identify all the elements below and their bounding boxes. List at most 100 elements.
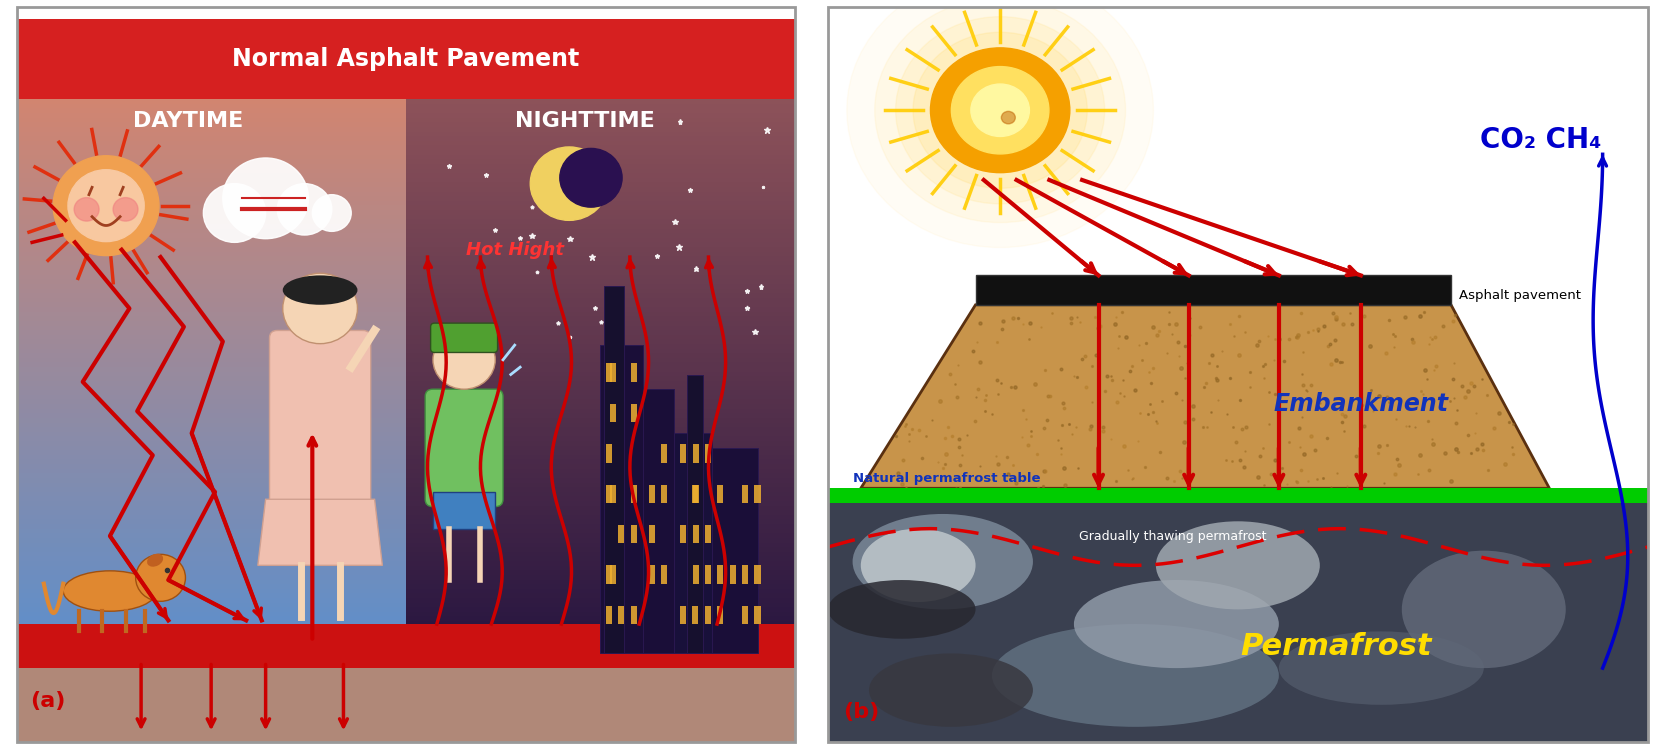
Text: Hot Hight: Hot Hight (465, 240, 563, 258)
Bar (405, 117, 794, 122)
Ellipse shape (147, 554, 164, 567)
Circle shape (313, 195, 351, 231)
Bar (17, 228, 405, 233)
Bar (17, 140, 405, 145)
Bar (17, 588, 405, 593)
Bar (405, 408, 794, 413)
Bar (405, 145, 794, 150)
Bar (405, 491, 794, 497)
Bar (17, 556, 405, 561)
Bar (604, 286, 624, 653)
Bar (405, 214, 794, 219)
Bar (405, 292, 794, 298)
Bar (17, 436, 405, 441)
Ellipse shape (1155, 521, 1319, 610)
Bar (17, 611, 405, 616)
Circle shape (74, 198, 99, 221)
Bar (17, 288, 405, 293)
Text: (a): (a) (30, 691, 65, 711)
Bar (17, 643, 405, 649)
Bar (755, 606, 760, 624)
Bar (660, 565, 667, 583)
Bar (405, 505, 794, 510)
Bar (405, 524, 794, 529)
Bar (17, 486, 405, 492)
Ellipse shape (283, 276, 357, 305)
Bar (405, 542, 794, 548)
Bar (405, 426, 794, 431)
Bar (17, 625, 405, 631)
Bar (717, 485, 723, 503)
Bar (405, 302, 794, 307)
Bar (741, 565, 748, 583)
Circle shape (53, 156, 159, 255)
Ellipse shape (861, 529, 975, 602)
Circle shape (136, 554, 185, 601)
Bar (17, 491, 405, 497)
Bar (17, 320, 405, 326)
Bar (17, 403, 405, 409)
Circle shape (113, 198, 137, 221)
Circle shape (559, 148, 622, 207)
Bar (405, 334, 794, 339)
Bar (17, 172, 405, 178)
Bar (17, 177, 405, 182)
Bar (17, 283, 405, 288)
Bar (405, 357, 794, 363)
Bar (405, 583, 794, 589)
Bar (642, 389, 674, 653)
Bar (692, 565, 698, 583)
Bar (405, 449, 794, 455)
Bar (17, 449, 405, 455)
Bar (405, 251, 794, 256)
Bar (17, 413, 405, 418)
Circle shape (68, 170, 144, 242)
Bar (405, 551, 794, 557)
Bar (649, 565, 654, 583)
Bar (405, 607, 794, 612)
Bar (692, 606, 698, 624)
Bar (17, 264, 405, 270)
Bar (17, 219, 405, 224)
Bar (649, 485, 654, 503)
Bar (17, 496, 405, 501)
Bar (405, 496, 794, 501)
Circle shape (276, 184, 331, 235)
Ellipse shape (991, 624, 1278, 727)
Bar (17, 163, 405, 169)
Bar (405, 445, 794, 450)
Bar (828, 488, 1647, 503)
Bar (405, 528, 794, 533)
Circle shape (432, 330, 495, 389)
Bar (405, 315, 794, 321)
Bar (405, 643, 794, 649)
Bar (405, 537, 794, 542)
Bar (703, 525, 710, 543)
Bar (17, 131, 405, 136)
Bar (405, 191, 794, 196)
Bar (17, 560, 405, 565)
Bar (405, 611, 794, 616)
Bar (17, 343, 405, 348)
Bar (405, 353, 794, 358)
Bar (17, 315, 405, 321)
Bar (17, 574, 405, 580)
Polygon shape (258, 500, 382, 565)
Bar (17, 547, 405, 552)
Bar (405, 394, 794, 399)
Bar (17, 630, 405, 635)
Bar (674, 433, 712, 653)
Bar (17, 204, 405, 210)
Bar (405, 311, 794, 316)
Bar (405, 228, 794, 233)
Bar (17, 191, 405, 196)
Bar (17, 251, 405, 256)
Text: (b): (b) (842, 702, 879, 722)
Bar (17, 362, 405, 367)
Bar (17, 375, 405, 381)
Bar (17, 103, 405, 109)
Bar (405, 454, 794, 459)
Bar (405, 569, 794, 575)
Bar (405, 195, 794, 201)
Bar (405, 127, 794, 132)
